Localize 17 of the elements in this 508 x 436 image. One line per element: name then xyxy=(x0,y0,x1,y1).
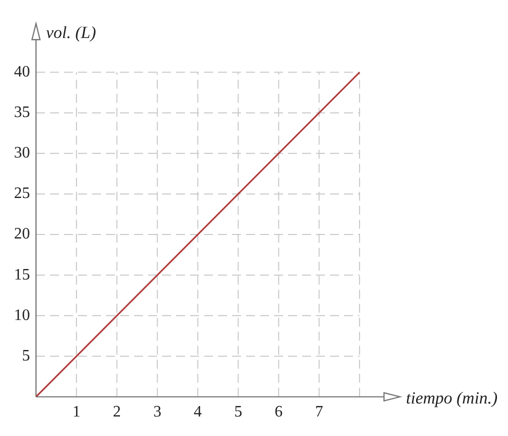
x-axis-title: tiempo (min.) xyxy=(406,388,498,408)
y-tick-label: 40 xyxy=(14,63,30,80)
y-tick-label: 35 xyxy=(14,104,30,122)
x-tick-label: 7 xyxy=(315,404,324,421)
x-tick-label: 4 xyxy=(194,404,202,421)
y-tick-label: 5 xyxy=(22,347,30,364)
x-tick-label: 3 xyxy=(153,404,162,421)
y-tick-label: 30 xyxy=(14,144,30,162)
y-tick-label: 20 xyxy=(14,226,30,243)
x-tick-label: 1 xyxy=(72,404,80,421)
y-tick-label: 25 xyxy=(14,185,30,202)
x-tick-label: 5 xyxy=(234,404,242,421)
y-axis-title: vol. (L) xyxy=(46,23,96,42)
x-tick-label: 2 xyxy=(112,404,121,421)
y-tick-label: 15 xyxy=(14,266,30,284)
x-tick-label: 6 xyxy=(274,404,283,421)
y-tick-label: 10 xyxy=(14,306,30,324)
